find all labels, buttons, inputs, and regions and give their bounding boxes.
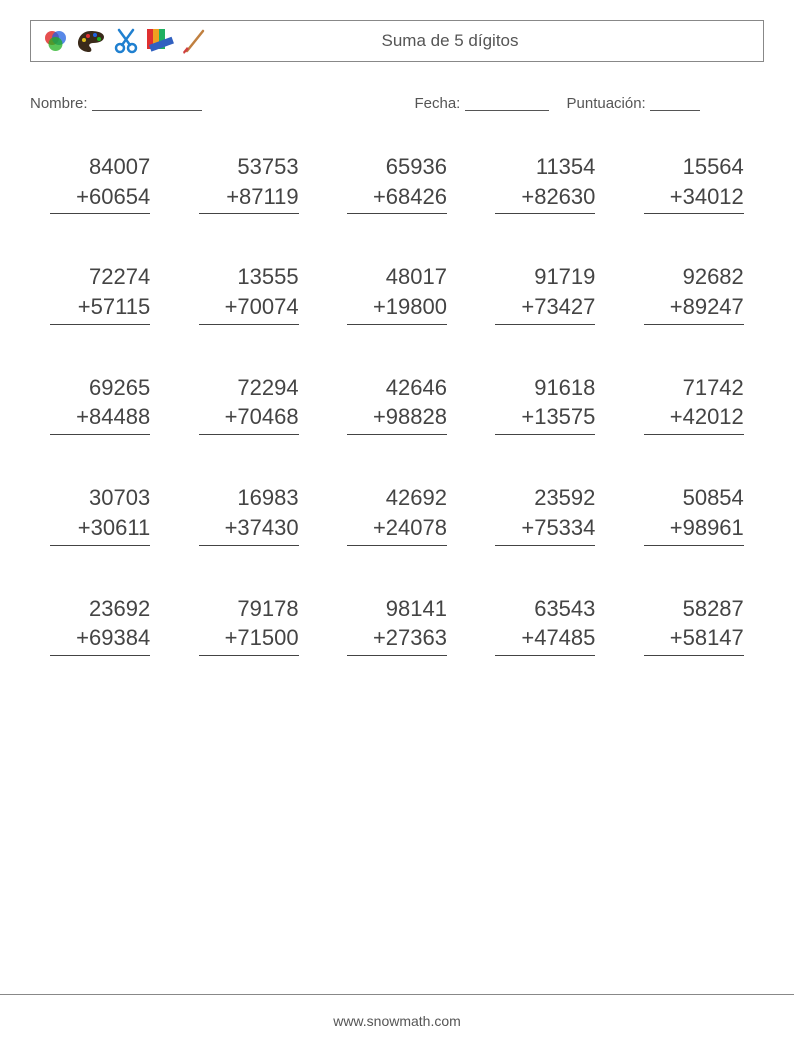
addition-problem: 13555+70074 [199, 262, 299, 324]
addition-problem: 65936+68426 [347, 152, 447, 214]
addition-problem: 72294+70468 [199, 373, 299, 435]
addend-top: 84007 [50, 152, 150, 182]
swatch-ruler-icon [145, 27, 175, 55]
icons-group [41, 27, 207, 55]
addition-problem: 42646+98828 [347, 373, 447, 435]
addend-bottom: +13575 [495, 402, 595, 435]
addend-bottom: +70468 [199, 402, 299, 435]
info-row: Nombre: Fecha: Puntuación: [30, 92, 764, 112]
date-underline [465, 95, 549, 111]
addition-problem: 92682+89247 [644, 262, 744, 324]
addition-problem: 11354+82630 [495, 152, 595, 214]
addend-top: 79178 [199, 594, 299, 624]
addition-problem: 16983+37430 [199, 483, 299, 545]
addend-top: 11354 [495, 152, 595, 182]
addition-problem: 98141+27363 [347, 594, 447, 656]
addend-bottom: +98961 [644, 513, 744, 546]
addend-bottom: +57115 [50, 292, 150, 325]
addend-bottom: +71500 [199, 623, 299, 656]
addend-top: 91618 [495, 373, 595, 403]
addend-top: 71742 [644, 373, 744, 403]
addition-problem: 79178+71500 [199, 594, 299, 656]
addend-bottom: +58147 [644, 623, 744, 656]
addend-top: 53753 [199, 152, 299, 182]
footer-text: www.snowmath.com [333, 1013, 461, 1029]
addend-bottom: +30611 [50, 513, 150, 546]
date-field: Fecha: [414, 92, 548, 112]
addend-top: 72274 [50, 262, 150, 292]
venn-icon [41, 28, 69, 54]
addend-bottom: +24078 [347, 513, 447, 546]
addition-problem: 53753+87119 [199, 152, 299, 214]
score-underline [650, 95, 700, 111]
addend-top: 42646 [347, 373, 447, 403]
addend-bottom: +82630 [495, 182, 595, 215]
addition-problem: 63543+47485 [495, 594, 595, 656]
addend-top: 98141 [347, 594, 447, 624]
name-underline [92, 95, 202, 111]
addend-bottom: +70074 [199, 292, 299, 325]
footer: www.snowmath.com [0, 994, 794, 1029]
addend-bottom: +19800 [347, 292, 447, 325]
addend-top: 16983 [199, 483, 299, 513]
addend-bottom: +69384 [50, 623, 150, 656]
addend-top: 42692 [347, 483, 447, 513]
addition-problem: 50854+98961 [644, 483, 744, 545]
palette-icon [75, 28, 107, 54]
addition-problem: 23592+75334 [495, 483, 595, 545]
worksheet-title: Suma de 5 dígitos [207, 31, 693, 51]
addition-problem: 91618+13575 [495, 373, 595, 435]
addition-problem: 69265+84488 [50, 373, 150, 435]
addition-problem: 72274+57115 [50, 262, 150, 324]
addend-bottom: +60654 [50, 182, 150, 215]
addend-top: 30703 [50, 483, 150, 513]
addend-bottom: +68426 [347, 182, 447, 215]
addend-bottom: +84488 [50, 402, 150, 435]
addend-top: 15564 [644, 152, 744, 182]
addition-problem: 42692+24078 [347, 483, 447, 545]
addition-problem: 30703+30611 [50, 483, 150, 545]
addition-problem: 23692+69384 [50, 594, 150, 656]
name-field: Nombre: [30, 92, 414, 112]
addend-top: 23592 [495, 483, 595, 513]
addend-top: 65936 [347, 152, 447, 182]
addition-problem: 91719+73427 [495, 262, 595, 324]
addend-bottom: +75334 [495, 513, 595, 546]
addend-bottom: +47485 [495, 623, 595, 656]
addend-bottom: +89247 [644, 292, 744, 325]
addend-bottom: +73427 [495, 292, 595, 325]
addend-bottom: +27363 [347, 623, 447, 656]
addend-top: 92682 [644, 262, 744, 292]
addition-problem: 58287+58147 [644, 594, 744, 656]
addend-top: 58287 [644, 594, 744, 624]
worksheet-page: Suma de 5 dígitos Nombre: Fecha: Puntuac… [0, 0, 794, 1053]
addend-bottom: +34012 [644, 182, 744, 215]
addend-top: 50854 [644, 483, 744, 513]
brush-icon [181, 27, 207, 55]
addend-bottom: +98828 [347, 402, 447, 435]
addend-top: 13555 [199, 262, 299, 292]
scissors-icon [113, 27, 139, 55]
addend-bottom: +87119 [199, 182, 299, 215]
problems-grid: 84007+6065453753+8711965936+6842611354+8… [30, 152, 764, 656]
addend-top: 48017 [347, 262, 447, 292]
addition-problem: 84007+60654 [50, 152, 150, 214]
score-label: Puntuación: [567, 95, 646, 112]
addend-top: 63543 [495, 594, 595, 624]
score-field: Puntuación: [567, 92, 700, 112]
addition-problem: 15564+34012 [644, 152, 744, 214]
addend-top: 91719 [495, 262, 595, 292]
header-bar: Suma de 5 dígitos [30, 20, 764, 62]
date-label: Fecha: [414, 95, 460, 112]
addend-top: 72294 [199, 373, 299, 403]
name-label: Nombre: [30, 95, 88, 112]
addend-bottom: +42012 [644, 402, 744, 435]
addend-top: 23692 [50, 594, 150, 624]
addend-bottom: +37430 [199, 513, 299, 546]
addition-problem: 48017+19800 [347, 262, 447, 324]
addend-top: 69265 [50, 373, 150, 403]
addition-problem: 71742+42012 [644, 373, 744, 435]
